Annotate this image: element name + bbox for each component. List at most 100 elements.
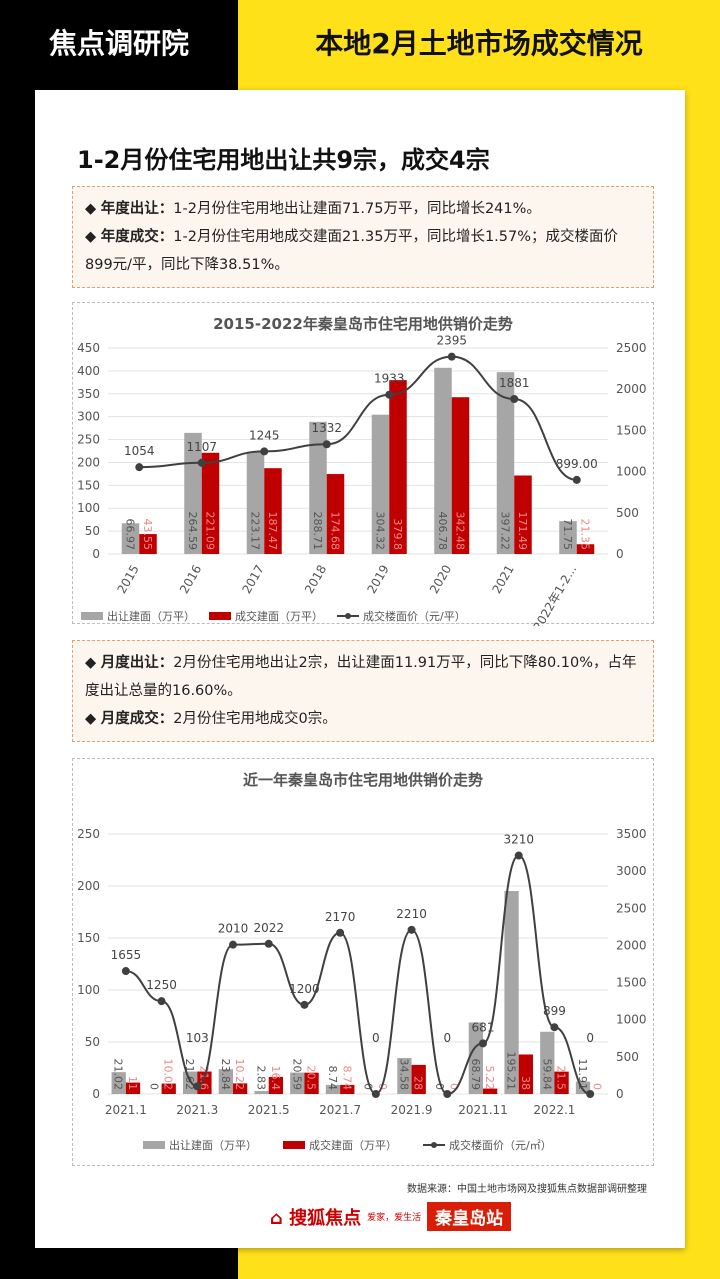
y-tick-label: 350 (77, 387, 100, 401)
price-label: 1933 (374, 372, 405, 386)
price-point (193, 1082, 202, 1091)
price-point (371, 1090, 380, 1098)
y-tick-label: 400 (77, 364, 100, 378)
summary-text: 1-2月份住宅用地成交建面21.35万平，同比增长1.57%；成交楼面价899元… (85, 229, 619, 273)
price-point (300, 1000, 309, 1009)
summary-label: 月度成交： (100, 711, 174, 727)
price-point (550, 1023, 559, 1032)
price-point (586, 1090, 595, 1098)
bar-value-label: 304.32 (374, 512, 387, 551)
y2-tick-label: 500 (616, 1050, 639, 1064)
price-label: 1200 (289, 982, 320, 996)
y-tick-label: 250 (77, 433, 100, 447)
bar-value-label: 21.35 (579, 519, 592, 551)
supply-bar (290, 1072, 305, 1094)
price-point (336, 928, 345, 937)
y2-tick-label: 3000 (616, 864, 647, 878)
deal-bar (197, 1071, 212, 1094)
x-tick-label: 2021.9 (391, 1103, 433, 1117)
price-point (264, 939, 273, 948)
bar-value-label: 10.22 (233, 1059, 246, 1091)
price-label: 1054 (124, 444, 155, 458)
content-card: 1-2月份住宅用地出让共9宗，成交4宗 ◆ 年度出让：1-2月份住宅用地出让建面… (35, 90, 685, 1248)
bar-value-label: 195.21 (505, 1052, 518, 1091)
price-label: 2395 (436, 334, 467, 348)
deal-bar (483, 1088, 498, 1094)
price-label: 2010 (218, 922, 249, 936)
price-point (197, 458, 206, 467)
y-tick-label: 150 (77, 478, 100, 492)
bar-value-label: 187.47 (266, 512, 279, 551)
y-tick-label: 50 (85, 1035, 100, 1049)
y2-tick-label: 3500 (616, 827, 647, 841)
deal-bar (576, 544, 595, 554)
chart-title: 近一年秦皇岛市住宅用地供销价走势 (242, 771, 483, 789)
deal-bar (554, 1071, 569, 1094)
y2-tick-label: 1000 (616, 465, 647, 479)
bar-value-label: 20.59 (290, 1059, 303, 1091)
bar-value-label: 2.83 (255, 1066, 268, 1091)
y2-tick-label: 2000 (616, 938, 647, 952)
x-tick-label: 2021.3 (176, 1103, 218, 1117)
bar-value-label: 174.68 (329, 512, 342, 551)
price-point (229, 940, 237, 949)
price-point (510, 395, 519, 404)
x-tick-label: 2019 (364, 563, 391, 596)
deal-bar (411, 1064, 426, 1094)
x-tick-label: 2020 (427, 563, 454, 596)
x-tick-label: 2021.1 (105, 1103, 147, 1117)
x-tick-label: 2016 (177, 563, 204, 596)
logo: ⌂ 搜狐焦点 爱家，爱生活 秦皇岛站 (270, 1202, 512, 1231)
price-label: 899 (543, 1004, 566, 1018)
bar-value-label: 0 (433, 1083, 446, 1090)
logo-site: 秦皇岛站 (427, 1202, 512, 1231)
legend-label: 出让建面（万平） (107, 609, 195, 623)
bar-value-label: 11.91 (576, 1059, 589, 1091)
brand-title: 焦点调研院 (48, 27, 189, 60)
x-tick-label: 2021 (489, 563, 516, 596)
price-label: 899.00 (556, 457, 598, 471)
legend-label: 出让建面（万平） (169, 1138, 257, 1152)
summary-line: ◆ 月度成交：2月份住宅用地成交0宗。 (85, 711, 337, 727)
x-tick-label: 2022年1-2... (530, 563, 579, 627)
summary-text: 2月份住宅用地成交0宗。 (173, 711, 337, 727)
legend-swatch (209, 612, 231, 620)
legend-label: 成交建面（万平） (309, 1138, 397, 1152)
legend-swatch (143, 1141, 165, 1149)
bar-value-label: 66.97 (124, 519, 137, 551)
x-tick-label: 2021.11 (458, 1103, 508, 1117)
supply-bar (246, 451, 265, 554)
deal-bar (514, 475, 532, 554)
bar-value-label: 0 (447, 1083, 460, 1090)
deal-bar (340, 1084, 355, 1094)
supply-bar (397, 1058, 412, 1094)
price-label: 0 (443, 1031, 451, 1045)
deal-bar (326, 474, 345, 554)
bar-value-label: 0 (590, 1083, 603, 1090)
bar-value-label: 223.17 (249, 512, 262, 551)
annual-chart: 2015-2022年秦皇岛市住宅用地供销价走势 0 50 100 150 200 250 3… (72, 302, 654, 634)
deal-bar (518, 1054, 533, 1094)
annual-chart-svg: 0 50 100 150 200 250 300 350 400 450 0 500 1000 1500 2… (77, 334, 647, 634)
x-tick-label: 2017 (239, 563, 266, 596)
y2-tick-label: 2500 (616, 901, 647, 915)
price-point (514, 851, 523, 860)
bar-value-label: 397.22 (499, 512, 512, 551)
y2-tick-label: 0 (616, 1087, 624, 1101)
bar-value-label: 23.84 (219, 1059, 232, 1091)
price-point (443, 1090, 452, 1098)
deal-bar (233, 1083, 248, 1094)
summary-line: ◆ 年度出让：1-2月份住宅用地出让建面71.75万平，同比增长241%。 (85, 201, 541, 217)
y-tick-label: 300 (77, 410, 100, 424)
bar-value-label: 171.49 (516, 512, 529, 551)
price-label: 2022 (253, 921, 284, 935)
price-point (385, 390, 394, 399)
bar-value-label: 21.02 (112, 1059, 125, 1091)
price-point (479, 1039, 487, 1048)
bar-value-label: 8.74 (340, 1066, 353, 1091)
deal-bar (304, 1072, 319, 1094)
bar-value-label: 34.58 (397, 1059, 410, 1091)
bar-value-label: 21.5 (555, 1066, 568, 1091)
legend-marker (431, 1142, 437, 1148)
deal-bar (201, 452, 220, 554)
